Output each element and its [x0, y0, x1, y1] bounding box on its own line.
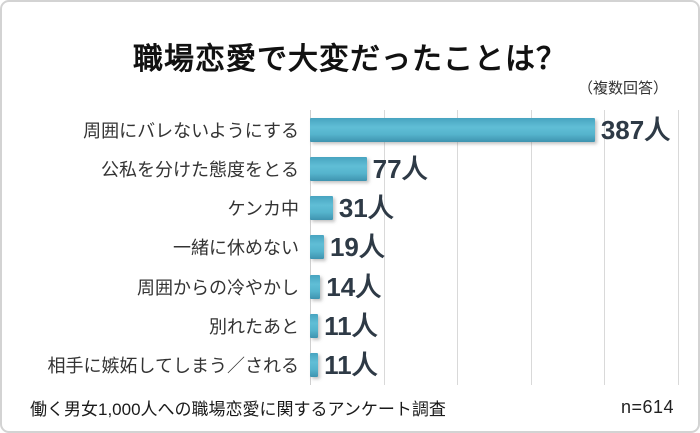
- bar-track: 31人: [310, 189, 678, 228]
- value-label: 387人: [600, 114, 671, 145]
- bar-track: 11人: [310, 306, 678, 345]
- bar: [310, 117, 595, 142]
- bar: [310, 156, 367, 181]
- sample-size: n=614: [620, 397, 674, 417]
- chart-rows: 周囲にバレないようにする 387人 公私を分けた態度をとる 77人 ケンカ中 3…: [2, 110, 678, 385]
- bar-track: 77人: [310, 149, 678, 188]
- value-label: 11人: [324, 311, 378, 342]
- bar: [310, 274, 321, 299]
- chart-row: 相手に嫉妬してしまう／される 11人: [2, 346, 678, 385]
- category-label: 別れたあと: [209, 317, 299, 338]
- bar-track: 14人: [310, 267, 678, 306]
- bar-track: 387人: [310, 110, 678, 149]
- chart-row: 別れたあと 11人: [2, 306, 678, 345]
- gridline-500: [678, 110, 679, 385]
- chart-row: 公私を分けた態度をとる 77人: [2, 149, 678, 188]
- chart-row: 周囲にバレないようにする 387人: [2, 110, 678, 149]
- value-label: 14人: [326, 271, 382, 302]
- chart-row: 周囲からの冷やかし 14人: [2, 267, 678, 306]
- bar: [310, 196, 333, 221]
- value-label: 77人: [372, 153, 428, 184]
- gridline-100: [383, 110, 385, 385]
- value-label: 19人: [329, 232, 385, 263]
- plot-area: 周囲にバレないようにする 387人 公私を分けた態度をとる 77人 ケンカ中 3…: [2, 110, 679, 385]
- value-label: 31人: [338, 193, 394, 224]
- bar: [310, 235, 324, 260]
- chart-subtitle: （複数回答）: [577, 80, 668, 97]
- category-label: 相手に嫉妬してしまう／される: [47, 356, 299, 377]
- chart-row: 一緒に休めない 19人: [2, 228, 678, 267]
- bar: [310, 353, 319, 378]
- category-label: 一緒に休めない: [173, 238, 299, 259]
- gridline-300: [530, 110, 532, 385]
- category-label: 周囲からの冷やかし: [137, 277, 299, 298]
- bar-track: 19人: [310, 228, 678, 267]
- value-label: 11人: [324, 350, 378, 381]
- source-note: 働く男女1,000人への職場恋愛に関するアンケート調査: [30, 400, 446, 419]
- category-label: 周囲にバレないようにする: [83, 120, 299, 141]
- bar: [310, 314, 319, 339]
- category-label: ケンカ中: [227, 199, 299, 220]
- gridline-400: [604, 110, 606, 385]
- category-label: 公私を分けた態度をとる: [101, 159, 299, 180]
- bar-track: 11人: [310, 346, 678, 385]
- chart-row: ケンカ中 31人: [2, 189, 678, 228]
- gridline-200: [457, 110, 459, 385]
- chart-title: 職場恋愛で大変だったことは？: [133, 43, 567, 76]
